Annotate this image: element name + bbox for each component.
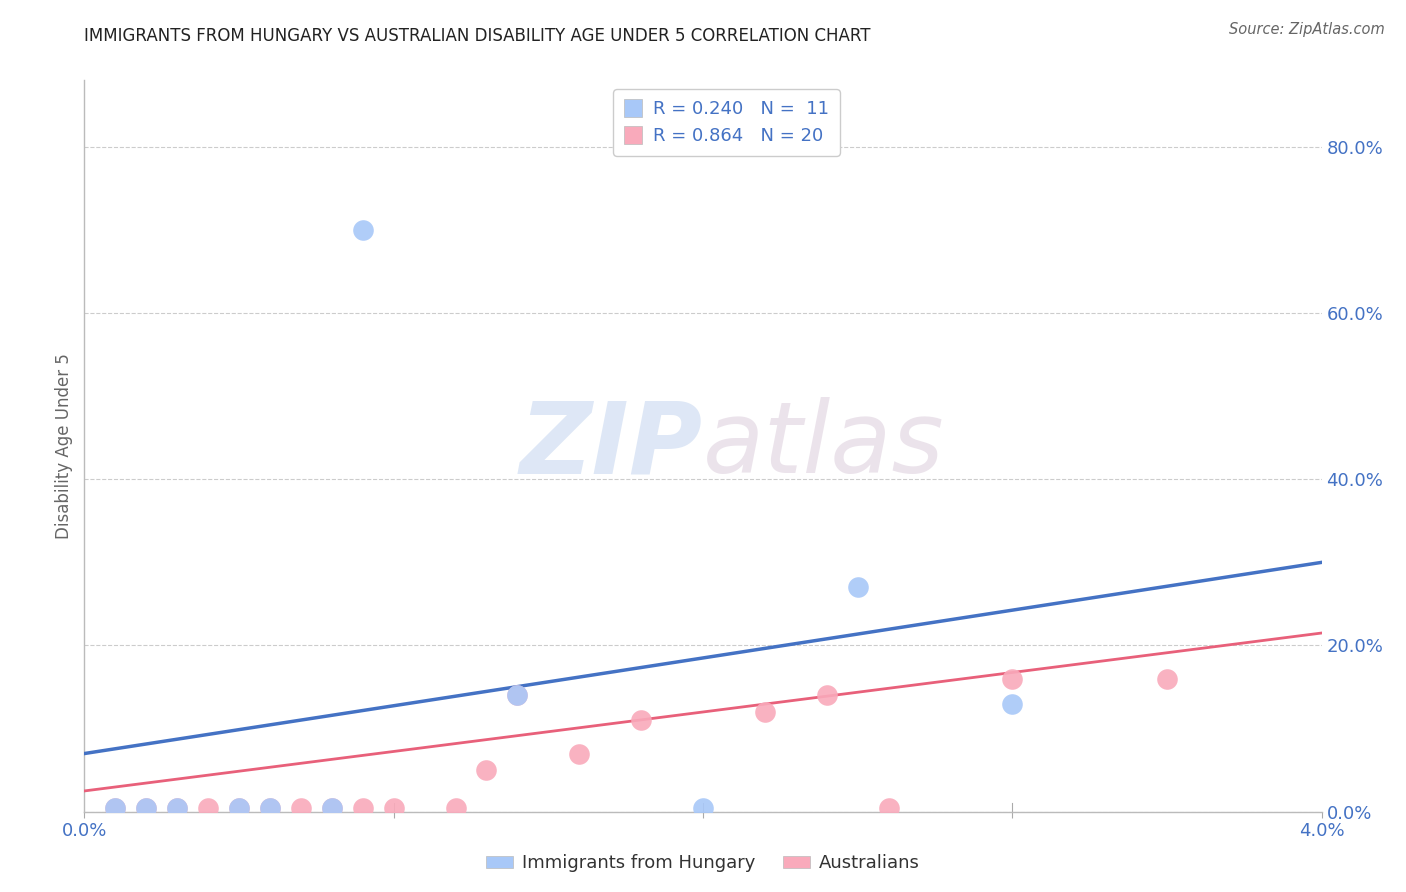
Point [197,800,219,814]
Point [228,800,250,814]
Point [692,800,714,814]
Point [352,223,374,237]
Point [444,800,467,814]
Point [104,800,127,814]
Point [290,800,312,814]
Point [135,800,157,814]
Point [259,800,281,814]
Point [135,800,157,814]
Point [1001,697,1024,711]
Point [104,800,127,814]
Point [815,689,838,703]
Point [877,800,900,814]
Point [228,800,250,814]
Text: atlas: atlas [703,398,945,494]
Y-axis label: Disability Age Under 5: Disability Age Under 5 [55,353,73,539]
Point [1156,672,1178,686]
Legend: Immigrants from Hungary, Australians: Immigrants from Hungary, Australians [479,847,927,880]
Point [475,763,498,777]
Point [166,800,188,814]
Point [321,800,343,814]
Point [754,705,776,719]
Text: IMMIGRANTS FROM HUNGARY VS AUSTRALIAN DISABILITY AGE UNDER 5 CORRELATION CHART: IMMIGRANTS FROM HUNGARY VS AUSTRALIAN DI… [84,27,870,45]
Text: ZIP: ZIP [520,398,703,494]
Point [506,689,529,703]
Point [506,689,529,703]
Point [630,714,652,728]
Point [846,580,869,594]
Point [166,800,188,814]
Point [352,800,374,814]
Point [259,800,281,814]
Point [321,800,343,814]
Point [382,800,405,814]
Text: Source: ZipAtlas.com: Source: ZipAtlas.com [1229,22,1385,37]
Point [568,747,591,761]
Point [1001,672,1024,686]
